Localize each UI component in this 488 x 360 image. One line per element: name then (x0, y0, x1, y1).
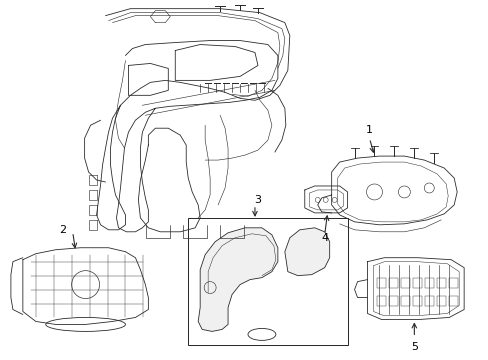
Bar (377, 296, 386, 306)
Bar (448, 278, 457, 288)
Polygon shape (285, 228, 329, 276)
Bar (425, 296, 433, 306)
Bar (425, 278, 433, 288)
Bar (388, 278, 398, 288)
Text: 3: 3 (254, 195, 261, 205)
Text: 5: 5 (410, 342, 417, 352)
Bar (412, 278, 422, 288)
Bar (401, 278, 409, 288)
Bar (377, 278, 386, 288)
Bar (412, 296, 422, 306)
Text: 2: 2 (59, 225, 66, 235)
Bar (436, 296, 446, 306)
Bar (401, 296, 409, 306)
Text: 1: 1 (365, 125, 372, 135)
Polygon shape (198, 228, 277, 332)
Bar (448, 296, 457, 306)
Bar (388, 296, 398, 306)
Text: 4: 4 (321, 233, 327, 243)
Bar (188, 218, 347, 345)
Bar (436, 278, 446, 288)
